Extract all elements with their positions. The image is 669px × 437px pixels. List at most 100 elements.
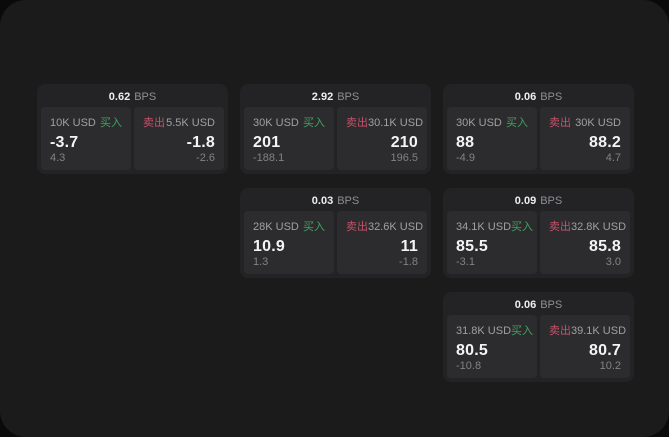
sell-sub-value: 4.7 bbox=[605, 152, 621, 164]
sell-price: 85.8 bbox=[589, 237, 621, 255]
buy-amount: 28K USD bbox=[253, 221, 299, 233]
sell-cell-top: 卖出 32.8K USD bbox=[549, 218, 626, 234]
card-header: 0.03 BPS bbox=[244, 191, 427, 211]
bps-value: 0.09 bbox=[514, 195, 537, 207]
quote-card[interactable]: 0.03 BPS 28K USD 买入 10.9 1.3 卖出 32.6K USD… bbox=[240, 188, 431, 278]
buy-quote-cell[interactable]: 28K USD 买入 10.9 1.3 bbox=[244, 211, 334, 274]
buy-amount: 30K USD bbox=[253, 117, 299, 129]
quote-card[interactable]: 0.09 BPS 34.1K USD 买入 85.5 -3.1 卖出 32.8K … bbox=[443, 188, 634, 278]
quote-card[interactable]: 0.62 BPS 10K USD 买入 -3.7 4.3 卖出 5.5K USD … bbox=[37, 84, 228, 174]
buy-cell-top: 30K USD 买入 bbox=[456, 114, 528, 130]
buy-price: -3.7 bbox=[50, 133, 79, 151]
sell-side-label: 卖出 bbox=[549, 325, 571, 337]
buy-price: 10.9 bbox=[253, 237, 285, 255]
sell-quote-cell[interactable]: 卖出 39.1K USD 80.7 10.2 bbox=[540, 315, 630, 378]
buy-cell-top: 28K USD 买入 bbox=[253, 218, 325, 234]
buy-cell-top: 31.8K USD 买入 bbox=[456, 322, 533, 338]
sell-price: 88.2 bbox=[589, 133, 621, 151]
sell-side-label: 卖出 bbox=[346, 221, 368, 233]
bps-value: 2.92 bbox=[311, 91, 334, 103]
sell-sub-value: -1.8 bbox=[399, 256, 418, 268]
quote-cells: 34.1K USD 买入 85.5 -3.1 卖出 32.8K USD 85.8… bbox=[447, 211, 630, 274]
buy-amount: 34.1K USD bbox=[456, 221, 512, 233]
quote-card[interactable]: 2.92 BPS 30K USD 买入 201 -188.1 卖出 30.1K U… bbox=[240, 84, 431, 174]
buy-sub-value: 4.3 bbox=[50, 152, 66, 164]
buy-sub-value: -4.9 bbox=[456, 152, 475, 164]
card-header: 0.09 BPS bbox=[447, 191, 630, 211]
buy-amount: 10K USD bbox=[50, 117, 96, 129]
buy-side-label: 买入 bbox=[511, 325, 534, 337]
sell-quote-cell[interactable]: 卖出 32.8K USD 85.8 3.0 bbox=[540, 211, 630, 274]
buy-cell-top: 30K USD 买入 bbox=[253, 114, 325, 130]
bps-value: 0.06 bbox=[514, 91, 537, 103]
sell-quote-cell[interactable]: 卖出 5.5K USD -1.8 -2.6 bbox=[134, 107, 224, 170]
quote-cells: 30K USD 买入 88 -4.9 卖出 30K USD 88.2 4.7 bbox=[447, 107, 630, 170]
buy-side-label: 买入 bbox=[506, 117, 528, 129]
buy-side-label: 买入 bbox=[100, 117, 122, 129]
sell-side-label: 卖出 bbox=[549, 221, 571, 233]
bps-unit-label: BPS bbox=[540, 299, 563, 311]
buy-price: 80.5 bbox=[456, 341, 488, 359]
bps-value: 0.62 bbox=[108, 91, 131, 103]
buy-price: 88 bbox=[456, 133, 475, 151]
sell-side-label: 卖出 bbox=[346, 117, 368, 129]
quotes-grid: 0.62 BPS 10K USD 买入 -3.7 4.3 卖出 5.5K USD … bbox=[37, 84, 634, 382]
buy-sub-value: -10.8 bbox=[456, 360, 482, 372]
bps-value: 0.06 bbox=[514, 299, 537, 311]
buy-amount: 30K USD bbox=[456, 117, 502, 129]
buy-side-label: 买入 bbox=[511, 221, 534, 233]
sell-cell-top: 卖出 30K USD bbox=[549, 114, 621, 130]
buy-cell-top: 34.1K USD 买入 bbox=[456, 218, 533, 234]
buy-side-label: 买入 bbox=[303, 117, 325, 129]
quote-cells: 10K USD 买入 -3.7 4.3 卖出 5.5K USD -1.8 -2.… bbox=[41, 107, 224, 170]
quote-cells: 30K USD 买入 201 -188.1 卖出 30.1K USD 210 1… bbox=[244, 107, 427, 170]
bps-value: 0.03 bbox=[311, 195, 334, 207]
sell-amount: 5.5K USD bbox=[166, 117, 215, 129]
buy-cell-top: 10K USD 买入 bbox=[50, 114, 122, 130]
card-header: 0.06 BPS bbox=[447, 87, 630, 107]
bps-unit-label: BPS bbox=[337, 91, 360, 103]
buy-quote-cell[interactable]: 10K USD 买入 -3.7 4.3 bbox=[41, 107, 131, 170]
sell-price: 11 bbox=[400, 237, 418, 255]
buy-quote-cell[interactable]: 30K USD 买入 88 -4.9 bbox=[447, 107, 537, 170]
sell-cell-top: 卖出 39.1K USD bbox=[549, 322, 626, 338]
buy-price: 85.5 bbox=[456, 237, 488, 255]
sell-side-label: 卖出 bbox=[549, 117, 571, 129]
sell-quote-cell[interactable]: 卖出 30K USD 88.2 4.7 bbox=[540, 107, 630, 170]
quote-card[interactable]: 0.06 BPS 31.8K USD 买入 80.5 -10.8 卖出 39.1K… bbox=[443, 292, 634, 382]
sell-sub-value: 10.2 bbox=[599, 360, 621, 372]
quote-cells: 28K USD 买入 10.9 1.3 卖出 32.6K USD 11 -1.8 bbox=[244, 211, 427, 274]
sell-price: -1.8 bbox=[186, 133, 215, 151]
buy-sub-value: -188.1 bbox=[253, 152, 285, 164]
sell-cell-top: 卖出 32.6K USD bbox=[346, 218, 423, 234]
sell-sub-value: 196.5 bbox=[390, 152, 418, 164]
sell-price: 210 bbox=[390, 133, 418, 151]
sell-sub-value: -2.6 bbox=[196, 152, 215, 164]
sell-quote-cell[interactable]: 卖出 30.1K USD 210 196.5 bbox=[337, 107, 427, 170]
sell-cell-top: 卖出 5.5K USD bbox=[143, 114, 215, 130]
bps-unit-label: BPS bbox=[134, 91, 157, 103]
card-header: 2.92 BPS bbox=[244, 87, 427, 107]
bps-unit-label: BPS bbox=[337, 195, 360, 207]
sell-price: 80.7 bbox=[589, 341, 621, 359]
card-header: 0.62 BPS bbox=[41, 87, 224, 107]
quote-card[interactable]: 0.06 BPS 30K USD 买入 88 -4.9 卖出 30K USD 88… bbox=[443, 84, 634, 174]
buy-sub-value: 1.3 bbox=[253, 256, 269, 268]
buy-sub-value: -3.1 bbox=[456, 256, 475, 268]
sell-amount: 32.8K USD bbox=[571, 221, 627, 233]
buy-quote-cell[interactable]: 34.1K USD 买入 85.5 -3.1 bbox=[447, 211, 537, 274]
buy-quote-cell[interactable]: 30K USD 买入 201 -188.1 bbox=[244, 107, 334, 170]
sell-amount: 32.6K USD bbox=[368, 221, 424, 233]
sell-amount: 30.1K USD bbox=[368, 117, 424, 129]
buy-side-label: 买入 bbox=[303, 221, 325, 233]
quote-cells: 31.8K USD 买入 80.5 -10.8 卖出 39.1K USD 80.… bbox=[447, 315, 630, 378]
sell-side-label: 卖出 bbox=[143, 117, 165, 129]
sell-quote-cell[interactable]: 卖出 32.6K USD 11 -1.8 bbox=[337, 211, 427, 274]
buy-quote-cell[interactable]: 31.8K USD 买入 80.5 -10.8 bbox=[447, 315, 537, 378]
buy-price: 201 bbox=[253, 133, 281, 151]
sell-amount: 30K USD bbox=[575, 117, 621, 129]
buy-amount: 31.8K USD bbox=[456, 325, 512, 337]
card-header: 0.06 BPS bbox=[447, 295, 630, 315]
